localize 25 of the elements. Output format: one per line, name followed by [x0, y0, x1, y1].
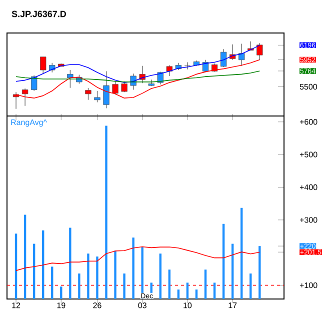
y-tick-label: +300 [300, 217, 318, 223]
x-tick-label: 19 [57, 302, 66, 308]
y-tick-label: 5500 [300, 84, 318, 90]
y-tick-label: +500 [300, 152, 318, 158]
chart-title: RangAvg^ [11, 120, 48, 127]
x-tick-label: 10 [184, 302, 192, 308]
y-tick-label: +400 [300, 184, 318, 190]
candlestick [67, 70, 74, 88]
x-tick-label: 12 [12, 302, 20, 308]
y-tick-label: +600 [300, 119, 318, 125]
candlestick [184, 62, 191, 70]
candlestick [40, 56, 46, 74]
candlestick [238, 43, 245, 66]
candlestick [112, 81, 118, 95]
chart-title: S.JP.J6367.D [12, 10, 66, 18]
y-tick-label: +100 [300, 282, 318, 288]
line-series [16, 246, 260, 271]
x-tick-label: 26 [93, 302, 102, 308]
candlestick [103, 70, 110, 109]
x-tick-label: 17 [228, 302, 237, 308]
candlestick [166, 64, 172, 76]
candlestick [85, 88, 92, 100]
candlestick [30, 75, 38, 92]
x-tick-label: 03 [138, 302, 146, 308]
candlestick [94, 90, 100, 103]
